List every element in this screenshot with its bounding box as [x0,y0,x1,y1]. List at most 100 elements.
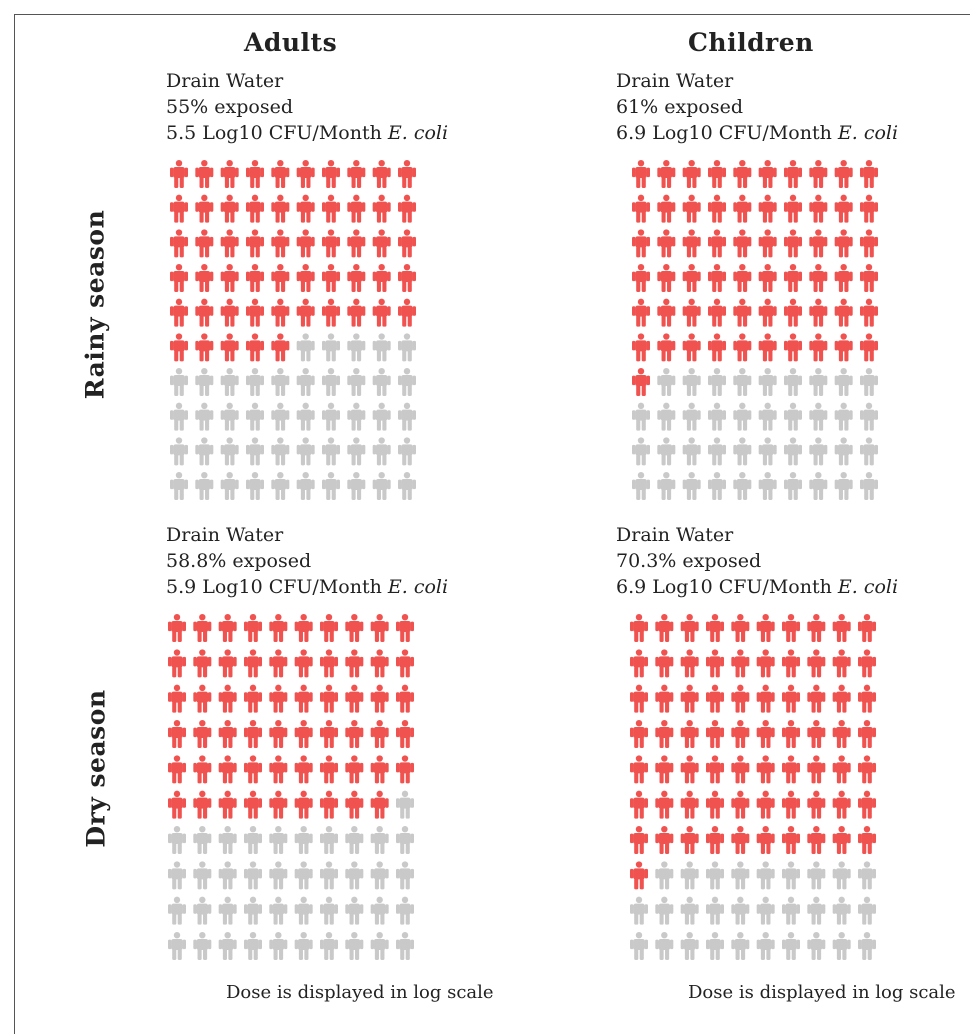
person-icon-unexposed [733,368,752,396]
person-icon-unexposed [680,932,699,960]
person-icon-exposed [398,298,416,327]
person-icon-unexposed [733,402,752,431]
person-icon-exposed [708,333,726,362]
person-icon-unexposed [809,472,828,500]
person-icon-exposed [296,264,315,292]
row-title-dry-season: Dry season [81,689,111,848]
exposed-label: 58.8% exposed [166,550,312,572]
person-icon-exposed [347,298,366,327]
person-icon-unexposed [657,402,676,431]
person-icon-unexposed [782,861,800,890]
person-icon-exposed [195,194,214,223]
person-icon-exposed [834,229,853,258]
person-icon-exposed [807,720,826,748]
person-icon-unexposed [170,437,188,466]
person-icon-unexposed [195,472,214,500]
person-icon-exposed [170,194,188,223]
person-icon-exposed [756,614,775,642]
person-icon-exposed [809,333,828,362]
dose-value: 5.5 Log10 CFU/Month [166,122,382,144]
person-icon-exposed [834,194,853,223]
person-icon-exposed [345,684,364,713]
dose-value: 6.9 Log10 CFU/Month [616,122,832,144]
exposed-label: 70.3% exposed [616,550,762,572]
panel-title: Drain Water [166,70,284,92]
person-icon-exposed [632,368,650,396]
person-icon-unexposed [784,402,802,431]
person-icon-unexposed [218,932,237,960]
person-icon-unexposed [296,437,315,466]
person-icon-exposed [322,264,340,292]
person-icon-exposed [220,333,239,362]
person-icon-exposed [193,720,212,748]
person-icon-unexposed [396,896,414,925]
person-icon-unexposed [220,437,239,466]
person-icon-exposed [168,684,186,713]
person-icon-exposed [758,229,777,258]
person-icon-unexposed [682,368,701,396]
person-icon-exposed [271,160,290,188]
person-icon-unexposed [370,826,389,854]
person-icon-exposed [345,720,364,748]
person-icon-exposed [195,229,214,258]
person-icon-exposed [756,720,775,748]
person-icon-exposed [756,755,775,784]
person-icon-unexposed [758,472,777,500]
column-title-children: Children [688,28,814,57]
person-icon-exposed [630,755,648,784]
person-icon-exposed [756,826,775,854]
person-icon-unexposed [784,368,802,396]
person-icon-unexposed [269,826,288,854]
person-icon-unexposed [632,437,650,466]
person-icon-exposed [398,229,416,258]
person-icon-exposed [706,826,724,854]
person-icon-exposed [296,160,315,188]
person-icon-exposed [370,755,389,784]
person-icon-unexposed [322,437,340,466]
person-icon-exposed [706,684,724,713]
person-icon-exposed [294,614,313,642]
person-icon-unexposed [632,472,650,500]
person-icon-unexposed [758,437,777,466]
person-icon-unexposed [682,437,701,466]
person-icon-exposed [296,298,315,327]
person-icon-unexposed [655,932,674,960]
person-icon-exposed [782,684,800,713]
person-icon-exposed [294,720,313,748]
person-icon-unexposed [682,472,701,500]
person-icon-exposed [807,755,826,784]
person-icon-exposed [632,194,650,223]
person-icon-exposed [372,229,391,258]
person-icon-exposed [170,160,188,188]
person-icon-unexposed [220,368,239,396]
panel-title: Drain Water [616,524,734,546]
person-icon-exposed [396,684,414,713]
person-icon-exposed [782,826,800,854]
person-icon-exposed [370,720,389,748]
person-icon-exposed [809,229,828,258]
person-icon-exposed [731,614,750,642]
person-icon-exposed [294,649,313,678]
person-icon-exposed [655,684,674,713]
person-icon-exposed [244,684,262,713]
person-icon-unexposed [784,437,802,466]
person-icon-exposed [682,333,701,362]
person-icon-unexposed [834,472,853,500]
person-icon-unexposed [706,896,724,925]
person-icon-exposed [322,229,340,258]
person-icon-exposed [396,614,414,642]
person-icon-exposed [733,160,752,188]
person-icon-exposed [630,684,648,713]
person-icon-unexposed [168,861,186,890]
person-icon-exposed [170,333,188,362]
footnote-children: Dose is displayed in log scale [688,982,956,1003]
person-icon-unexposed [860,402,878,431]
person-icon-exposed [708,264,726,292]
person-icon-unexposed [296,333,315,362]
person-icon-exposed [706,614,724,642]
person-icon-exposed [170,229,188,258]
person-icon-unexposed [858,896,876,925]
person-icon-exposed [632,298,650,327]
person-icon-exposed [320,614,338,642]
person-icon-exposed [396,720,414,748]
